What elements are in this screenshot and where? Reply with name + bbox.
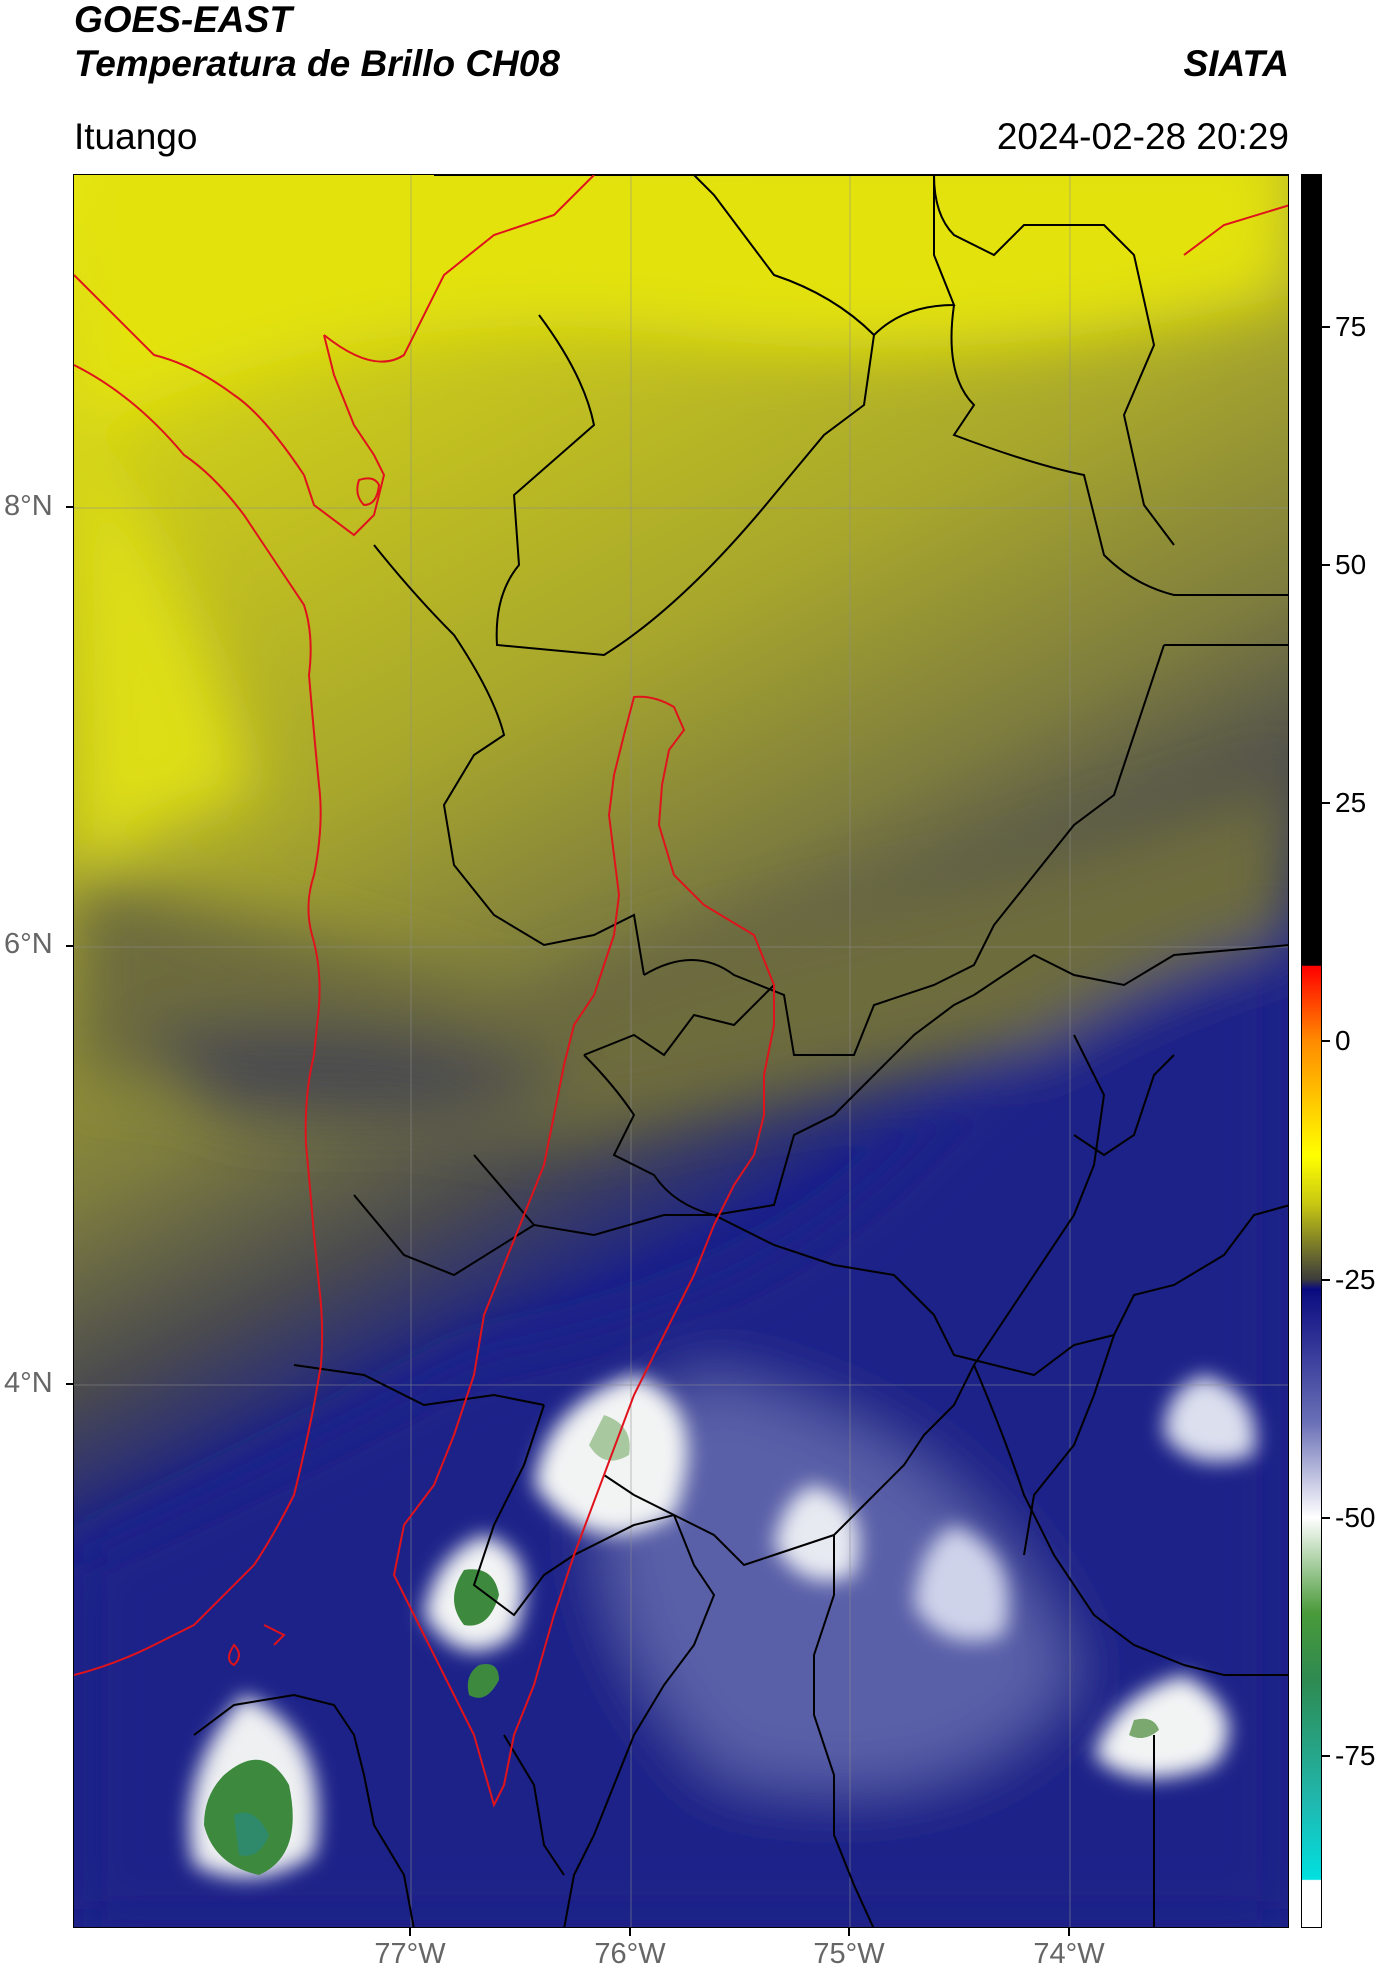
lat-tick-8 (66, 506, 74, 508)
lon-tick-74 (1068, 1928, 1070, 1936)
lat-tick-4 (66, 1383, 74, 1385)
colorbar-tick-mark (1322, 1517, 1330, 1520)
graticule (74, 175, 1288, 1927)
lon-tick-75 (848, 1928, 850, 1936)
colorbar-tick-mark (1322, 1040, 1330, 1043)
lon-tick-76 (629, 1928, 631, 1936)
colorbar-tick-mark (1322, 802, 1330, 805)
colorbar-tick-mark (1322, 1755, 1330, 1758)
coastline (74, 175, 1288, 1676)
product-title: Temperatura de Brillo CH08 (74, 43, 560, 84)
map-panel (73, 174, 1289, 1928)
lon-label-76: 76°W (594, 1938, 666, 1970)
colorbar-tick-mark (1322, 1278, 1330, 1281)
colorbar-tick-label: 0 (1335, 1025, 1351, 1057)
brightness-temperature-field (74, 175, 1288, 1927)
colorbar-tick-label: -50 (1335, 1502, 1376, 1534)
colorbar-tick-label: -75 (1335, 1740, 1376, 1772)
colorbar (1301, 174, 1322, 1928)
colorbar-tick-label: 50 (1335, 548, 1367, 580)
colorbar-tick-label: 75 (1335, 310, 1367, 342)
colorbar-tick-mark (1322, 325, 1330, 328)
colorbar-tick-label: -25 (1335, 1263, 1376, 1295)
colorbar-tick-label: 25 (1335, 787, 1367, 819)
lon-tick-77 (409, 1928, 411, 1936)
satellite-title: GOES-EAST (74, 0, 292, 40)
lat-label-8: 8°N (4, 490, 53, 522)
lon-label-75: 75°W (813, 1938, 885, 1970)
lon-label-77: 77°W (374, 1938, 446, 1970)
datetime-label: 2024-02-28 20:29 (996, 116, 1289, 157)
colorbar-tick-mark (1322, 563, 1330, 566)
agency-label: SIATA (1183, 43, 1289, 84)
department-borders (193, 175, 1288, 1927)
lat-label-4: 4°N (4, 1367, 53, 1399)
basin-outline (392, 695, 775, 1808)
lat-tick-6 (66, 945, 74, 947)
region-label: Ituango (74, 116, 198, 157)
map-canvas (74, 175, 1288, 1927)
lon-label-74: 74°W (1033, 1938, 1105, 1970)
lat-label-6: 6°N (4, 928, 53, 960)
